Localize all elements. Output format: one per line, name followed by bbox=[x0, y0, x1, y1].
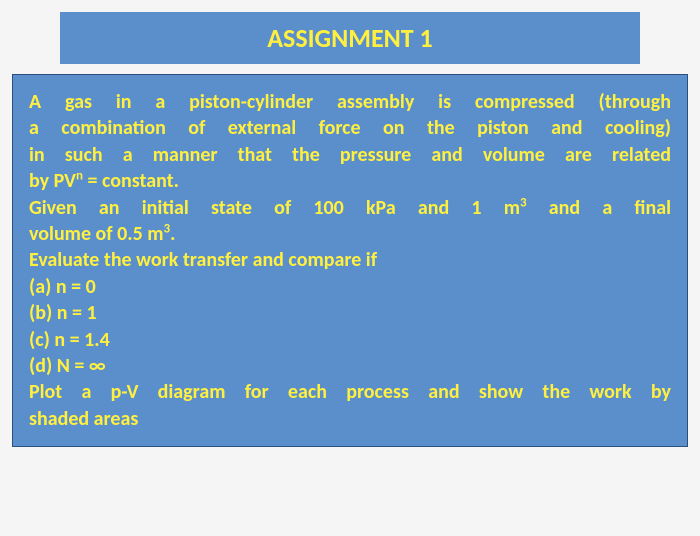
problem-line-2: a combination of external force on the p… bbox=[29, 115, 671, 141]
assignment-title-bar: ASSIGNMENT 1 bbox=[60, 12, 640, 64]
evaluate-line: Evaluate the work transfer and compare i… bbox=[29, 247, 671, 273]
option-a: (a) n = 0 bbox=[29, 274, 671, 300]
given-line-1: Given an initial state of 100 kPa and 1 … bbox=[29, 195, 671, 221]
line4-suffix: = constant. bbox=[83, 169, 179, 193]
problem-line-1: A gas in a piston-cylinder assembly is c… bbox=[29, 89, 671, 115]
option-b: (b) n = 1 bbox=[29, 300, 671, 326]
given-line-2: volume of 0.5 m3. bbox=[29, 221, 671, 247]
option-d: (d) N = ∞ bbox=[29, 353, 671, 379]
plot-line-2: shaded areas bbox=[29, 406, 671, 432]
problem-content-box: A gas in a piston-cylinder assembly is c… bbox=[12, 74, 688, 447]
given2-prefix: volume of 0.5 m bbox=[29, 222, 164, 246]
option-c: (c) n = 1.4 bbox=[29, 327, 671, 353]
problem-line-4: by PVn = constant. bbox=[29, 168, 671, 194]
line4-sup: n bbox=[76, 169, 83, 184]
given-mid: and a final bbox=[527, 196, 671, 220]
problem-line-3: in such a manner that the pressure and v… bbox=[29, 142, 671, 168]
given-prefix: Given an initial state of 100 kPa and 1 … bbox=[29, 196, 520, 220]
plot-line-1: Plot a p-V diagram for each process and … bbox=[29, 379, 671, 405]
given2-suffix: . bbox=[170, 222, 175, 246]
slide-container: ASSIGNMENT 1 A gas in a piston-cylinder … bbox=[12, 12, 688, 524]
assignment-title: ASSIGNMENT 1 bbox=[267, 22, 432, 54]
given-sup1: 3 bbox=[520, 195, 527, 210]
line4-prefix: by PV bbox=[29, 169, 76, 193]
